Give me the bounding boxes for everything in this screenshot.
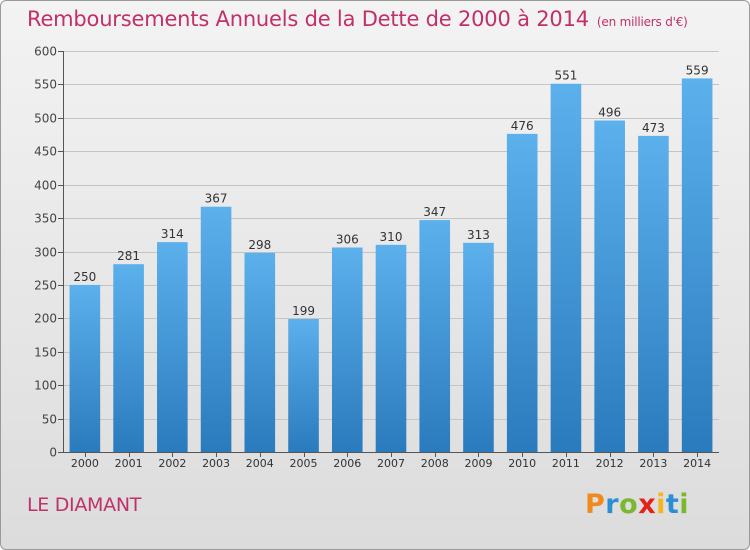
y-tick-label: 100 [34,379,57,393]
logo-letter: i [656,489,666,520]
bar [638,135,669,452]
bar [681,78,713,452]
x-tick-label: 2012 [596,457,624,470]
bar [157,242,188,452]
x-tick-label: 2004 [246,457,274,470]
y-tick-label: 550 [34,78,57,92]
data-label: 473 [642,121,665,135]
data-label: 281 [117,249,140,263]
bar [419,220,451,452]
bar [550,83,582,452]
data-label: 476 [511,119,534,133]
x-tick-label: 2013 [639,457,667,470]
y-tick-label: 600 [34,45,57,59]
y-tick-label: 500 [34,112,57,126]
bar [463,242,494,452]
data-label: 298 [248,238,271,252]
chart-title: Remboursements Annuels de la Dette de 20… [27,7,688,31]
x-tick-label: 2001 [115,457,143,470]
data-label: 306 [336,232,359,246]
chart-subtitle: (en milliers d'€) [596,15,688,29]
logo-letter: o [619,489,639,520]
data-label: 313 [467,228,490,242]
data-label: 496 [598,106,621,120]
data-label: 347 [423,205,446,219]
logo-letter: x [638,489,657,520]
data-label: 310 [380,230,403,244]
data-label: 314 [161,227,184,241]
bars [69,78,713,453]
data-label: 551 [554,69,577,83]
y-tick-label: 200 [34,312,57,326]
x-tick-label: 2011 [552,457,580,470]
data-labels: 2000 250 2001 281 2002 314 2003 367 2004 298 2005 1… [71,63,711,470]
x-tick-label: 2008 [421,457,449,470]
y-tick-label: 350 [34,212,57,226]
bar [375,244,407,452]
x-tick-label: 2002 [158,457,186,470]
x-tick-label: 2014 [683,457,711,470]
bar [594,120,625,453]
x-tick-label: 2009 [464,457,492,470]
data-label: 367 [205,192,228,206]
x-tick-label: 2000 [71,457,99,470]
bar [113,264,144,452]
logo-letter: t [665,489,680,520]
bar [69,284,101,452]
x-tick-label: 2006 [333,457,361,470]
data-label: 199 [292,304,315,318]
y-tick-label: 400 [34,179,57,193]
logo-letter: P [585,489,606,520]
x-tick-label: 2007 [377,457,405,470]
bar [200,206,232,452]
bar [331,247,363,452]
bar [244,252,276,452]
x-tick-label: 2005 [290,457,318,470]
x-tick-label: 2003 [202,457,230,470]
data-label: 250 [73,270,96,284]
chart-title-text: Remboursements Annuels de la Dette de 20… [27,7,589,31]
bar [506,133,538,452]
data-label: 559 [686,63,709,77]
axes: 0 50 100 150 200 250 300 350 400 450 500 550 600 [34,45,719,460]
proxiti-logo[interactable]: Proxiti [585,489,689,520]
logo-letter: r [605,489,620,520]
y-tick-label: 50 [42,413,57,427]
y-tick-label: 250 [34,279,57,293]
logo-letter: i [679,489,690,520]
bar [288,319,319,452]
y-tick-label: 450 [34,145,57,159]
y-tick-label: 300 [34,246,57,260]
x-tick-label: 2010 [508,457,536,470]
y-tick-label: 0 [49,446,57,460]
place-name: LE DIAMANT [27,494,142,516]
y-tick-label: 150 [34,346,57,360]
